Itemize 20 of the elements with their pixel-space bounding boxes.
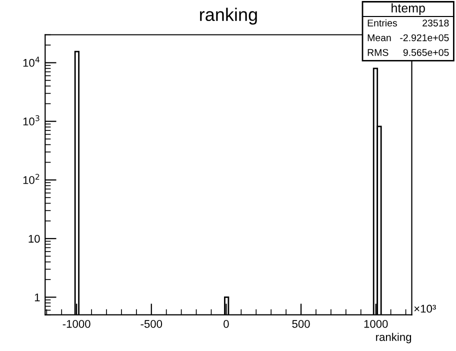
text: 23518 [422,20,449,26]
y-tick-label: 1 [34,294,40,302]
x-tick-label: 500 [292,320,310,328]
text: htemp [392,3,425,15]
annotation: RMS [368,49,388,56]
annotation: 9.565e+05 [403,49,449,56]
text: Entries [368,19,397,26]
y-tick-label: 10$^{4}$ [23,56,40,67]
y-tick-label: 10$^{2}$ [23,174,40,184]
x-tick-label: -500 [140,320,162,328]
text: ×10³ [414,304,436,313]
annotation: Mean [368,34,391,42]
annotation: -2.921e+05 [400,34,449,42]
y-tick-label: 10 [28,234,40,243]
x-tick-label: -1000 [62,320,90,328]
y-tick-label: 10$^{3}$ [23,115,40,126]
x-tick-label: 1000 [364,320,388,328]
x-axis-title: ranking [376,332,412,344]
chart-title: ranking [200,8,257,25]
x-tick-label: 0 [224,320,229,328]
